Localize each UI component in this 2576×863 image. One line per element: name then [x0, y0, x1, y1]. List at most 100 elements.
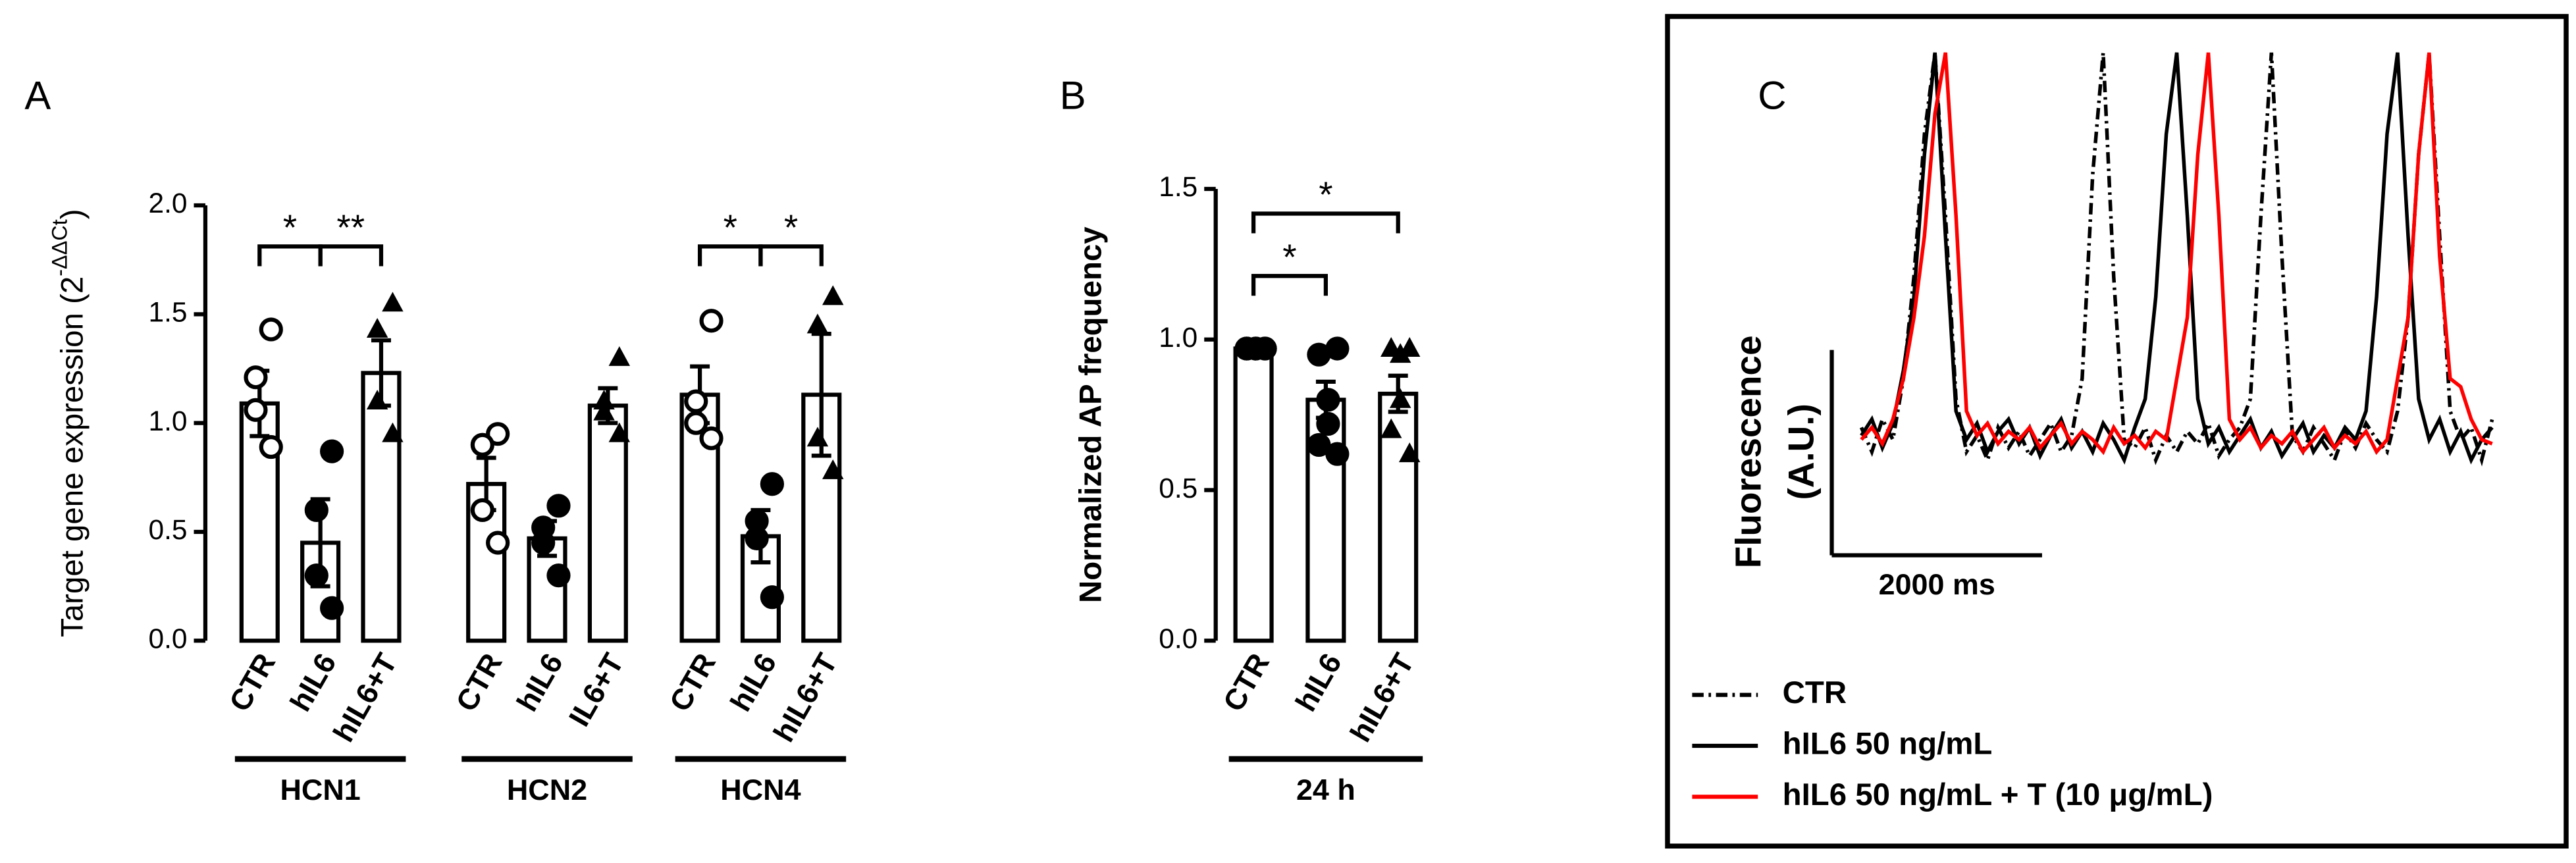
significance-bracket	[1251, 211, 1400, 234]
data-point	[366, 317, 388, 338]
category-label: hIL6+T	[1343, 648, 1420, 748]
data-point	[470, 432, 494, 457]
data-point	[1307, 342, 1331, 367]
data-point	[1325, 442, 1350, 466]
y-axis-label-end: )	[55, 209, 90, 219]
data-point	[320, 439, 344, 463]
category-label: hIL6	[723, 648, 783, 717]
significance-bracket	[758, 244, 824, 267]
category-label: CTR	[1217, 648, 1276, 717]
data-point	[244, 365, 268, 390]
significance-bracket	[1251, 274, 1328, 296]
y-axis-label: Normalized AP frequency	[1073, 226, 1108, 603]
data-point	[244, 398, 268, 422]
significance-bracket	[257, 244, 323, 267]
y-tick-label: 0.5	[1159, 473, 1197, 504]
y-tick-label: 1.5	[149, 297, 188, 328]
data-point	[1389, 343, 1411, 363]
data-point	[1307, 432, 1331, 458]
y-tick-label: 0.0	[149, 623, 188, 654]
data-point	[745, 526, 769, 550]
data-point	[546, 563, 571, 588]
data-point	[470, 498, 494, 523]
significance-bracket	[697, 244, 763, 267]
data-point	[486, 422, 510, 446]
trace	[1860, 52, 2493, 456]
trace	[1860, 52, 2494, 465]
category-label: CTR	[449, 648, 508, 717]
data-point	[1398, 442, 1421, 463]
data-point	[531, 531, 556, 555]
panel-letter: C	[1758, 74, 1786, 118]
data-point	[822, 285, 844, 305]
data-point	[822, 459, 844, 479]
panel-letter: B	[1060, 74, 1086, 118]
group-label: 24 h	[1296, 773, 1355, 806]
data-point	[382, 422, 404, 442]
bar	[1233, 346, 1274, 643]
y-axis-label-text: Target gene expression (2	[55, 276, 90, 637]
data-point	[608, 346, 631, 366]
scale-bar-label: 2000 ms	[1879, 567, 1995, 601]
y-tick-label: 1.0	[149, 405, 188, 436]
group-label: HCN2	[507, 773, 587, 806]
legend-label: hIL6 50 ng/mL + T (10 μg/mL)	[1783, 777, 2213, 812]
data-point	[593, 400, 615, 421]
category-label: CTR	[663, 648, 722, 717]
group-label: HCN1	[280, 773, 360, 806]
data-point	[699, 426, 723, 450]
y-tick-label: 0.0	[1159, 623, 1197, 654]
y-axis-label: Target gene expression (2-ΔΔCt)	[47, 209, 90, 637]
data-point	[366, 390, 388, 410]
data-point	[546, 494, 571, 518]
data-point	[760, 472, 784, 496]
data-point	[1316, 411, 1340, 436]
category-label: hIL6	[1288, 648, 1348, 717]
data-point	[1389, 388, 1411, 408]
significance-label: *	[784, 207, 798, 248]
y-axis-label: (A.U.)	[1781, 404, 1822, 500]
y-tick-label: 1.0	[1159, 322, 1197, 353]
category-label: hIL6	[283, 648, 342, 717]
significance-label: *	[1282, 236, 1296, 277]
y-axis-label-sup: -ΔΔCt	[47, 219, 71, 276]
data-point	[320, 596, 344, 620]
data-point	[699, 309, 723, 333]
y-tick-label: 2.0	[149, 188, 188, 219]
data-point	[304, 498, 329, 523]
trace	[1859, 52, 2494, 467]
y-axis-label: Fluorescence	[1728, 335, 1769, 568]
significance-label: *	[723, 207, 737, 248]
significance-label: **	[336, 207, 365, 248]
data-point	[1316, 388, 1340, 412]
y-tick-label: 0.5	[149, 514, 188, 545]
significance-bracket	[318, 244, 384, 267]
data-point	[1380, 418, 1402, 438]
data-point	[382, 292, 404, 312]
data-point	[760, 585, 784, 610]
y-tick-label: 1.5	[1159, 171, 1197, 202]
data-point	[593, 390, 615, 410]
data-point	[806, 313, 829, 334]
panel-c-frame	[1665, 14, 2569, 849]
data-point	[259, 434, 283, 459]
category-label: IL6+T	[562, 648, 630, 732]
data-point	[608, 422, 631, 442]
bar	[361, 371, 402, 643]
significance-label: *	[1319, 174, 1332, 215]
data-point	[486, 531, 510, 555]
data-point	[304, 563, 329, 588]
y-axis-label-text: Normalized AP frequency	[1073, 226, 1108, 603]
legend-label: hIL6 50 ng/mL	[1783, 727, 1993, 762]
data-point	[806, 427, 829, 447]
category-label: CTR	[223, 648, 282, 717]
data-point	[684, 389, 708, 413]
data-point	[1253, 336, 1277, 361]
category-label: hIL6	[510, 648, 569, 717]
data-point	[684, 411, 708, 435]
significance-label: *	[283, 207, 297, 248]
panel-letter: A	[24, 74, 51, 118]
data-point	[259, 317, 283, 342]
group-label: HCN4	[720, 773, 801, 806]
